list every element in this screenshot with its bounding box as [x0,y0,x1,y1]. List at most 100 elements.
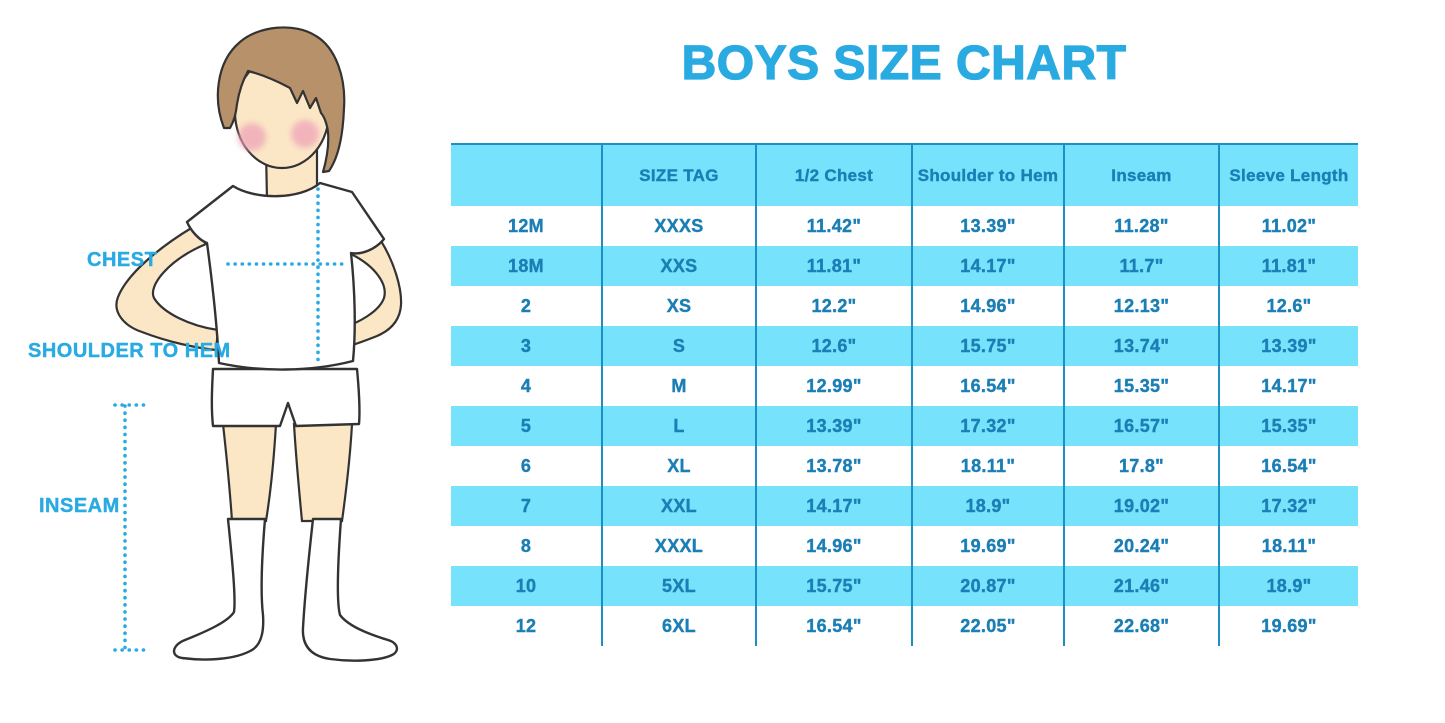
boy-right-sock [301,517,399,662]
table-row: 10 5XL 15.75" 20.87" 21.46" 18.9" [451,566,1358,606]
table-cell: 12.2" [757,286,913,326]
table-cell: 4 [451,366,603,406]
table-header-row: SIZE TAG 1/2 Chest Shoulder to Hem Insea… [451,145,1358,206]
column-header-size [451,145,603,206]
boy-cheek-right [291,120,319,148]
table-row: 12M XXXS 11.42" 13.39" 11.28" 11.02" [451,206,1358,246]
table-cell: 13.39" [757,406,913,446]
boy-left-sock [172,517,267,661]
boy-cheek-left [238,123,266,151]
table-cell: 14.17" [757,486,913,526]
boy-figure-illustration: CHEST SHOULDER TO HEM INSEAM [0,0,450,723]
table-cell: 13.78" [757,446,913,486]
column-header-shoulder-to-hem: Shoulder to Hem [913,145,1065,206]
inseam-label: INSEAM [39,495,120,517]
table-row: 5 L 13.39" 17.32" 16.57" 15.35" [451,406,1358,446]
boy-hair [216,26,346,174]
table-cell: 7 [451,486,603,526]
boy-left-leg [221,422,278,523]
boy-right-leg [292,422,354,523]
table-cell: 5XL [603,566,757,606]
table-cell: 17.8" [1065,446,1220,486]
table-cell: 18.11" [913,446,1065,486]
column-header-half-chest: 1/2 Chest [757,145,913,206]
table-cell: 11.7" [1065,246,1220,286]
table-cell: 20.24" [1065,526,1220,566]
table-cell: 6 [451,446,603,486]
table-row: 4 M 12.99" 16.54" 15.35" 14.17" [451,366,1358,406]
table-cell: 14.96" [913,286,1065,326]
table-row: 6 XL 13.78" 18.11" 17.8" 16.54" [451,446,1358,486]
table-cell: 12.99" [757,366,913,406]
table-cell: XXXL [603,526,757,566]
table-cell: 12 [451,606,603,646]
table-cell: 15.75" [757,566,913,606]
table-cell: L [603,406,757,446]
table-cell: 6XL [603,606,757,646]
table-cell: 2 [451,286,603,326]
table-cell: 15.75" [913,326,1065,366]
table-row: 18M XXS 11.81" 14.17" 11.7" 11.81" [451,246,1358,286]
boy-tshirt [185,181,386,371]
column-header-size-tag: SIZE TAG [603,145,757,206]
table-cell: 11.81" [757,246,913,286]
table-cell: 20.87" [913,566,1065,606]
table-cell: 14.96" [757,526,913,566]
size-table: SIZE TAG 1/2 Chest Shoulder to Hem Insea… [451,143,1358,646]
column-header-sleeve-length: Sleeve Length [1229,165,1349,185]
table-row: 12 6XL 16.54" 22.05" 22.68" 19.69" [451,606,1358,646]
table-cell: 17.32" [913,406,1065,446]
table-cell: 13.39" [1261,335,1317,356]
page-title: BOYS SIZE CHART [681,36,1127,90]
table-cell: 18.11" [1261,535,1317,556]
table-cell: 11.28" [1065,206,1220,246]
table-cell: 8 [451,526,603,566]
table-row: 7 XXL 14.17" 18.9" 19.02" 17.32" [451,486,1358,526]
table-cell: 14.17" [913,246,1065,286]
table-cell: 18.9" [913,486,1065,526]
table-cell: 18.9" [1266,575,1312,596]
table-cell: XL [603,446,757,486]
table-cell: 17.32" [1261,495,1317,516]
table-cell: 13.74" [1065,326,1220,366]
table-cell: 21.46" [1065,566,1220,606]
table-cell: 19.69" [1261,615,1317,636]
table-cell: XXXS [603,206,757,246]
table-cell: 12M [451,206,603,246]
table-row: 2 XS 12.2" 14.96" 12.13" 12.6" [451,286,1358,326]
table-cell: 22.05" [913,606,1065,646]
table-cell: 11.81" [1261,255,1317,276]
boy-left-arm [115,225,220,352]
table-cell: 5 [451,406,603,446]
boy-figure-svg [113,26,403,662]
table-cell: 13.39" [913,206,1065,246]
table-row: 8 XXXL 14.96" 19.69" 20.24" 18.11" [451,526,1358,566]
table-cell: 12.6" [757,326,913,366]
table-cell: S [603,326,757,366]
table-cell: 12.13" [1065,286,1220,326]
table-cell: 11.02" [1261,215,1317,236]
table-cell: 11.42" [757,206,913,246]
table-cell: 18M [451,246,603,286]
table-cell: 22.68" [1065,606,1220,646]
shoulder-to-hem-label: SHOULDER TO HEM [28,340,231,362]
table-cell: 16.54" [913,366,1065,406]
boy-shorts [210,367,361,428]
table-cell: 16.54" [1261,455,1317,476]
table-cell: 10 [451,566,603,606]
table-row: 3 S 12.6" 15.75" 13.74" 13.39" [451,326,1358,366]
table-cell: 14.17" [1261,375,1317,396]
chest-label: CHEST [87,249,158,271]
table-cell: XXL [603,486,757,526]
table-cell: 15.35" [1261,415,1317,436]
table-cell: M [603,366,757,406]
table-cell: XS [603,286,757,326]
column-header-inseam: Inseam [1065,145,1220,206]
table-cell: 16.54" [757,606,913,646]
table-cell: 3 [451,326,603,366]
table-cell: 15.35" [1065,366,1220,406]
table-cell: 19.69" [913,526,1065,566]
table-cell: 12.6" [1266,295,1312,316]
table-cell: 19.02" [1065,486,1220,526]
table-cell: 16.57" [1065,406,1220,446]
